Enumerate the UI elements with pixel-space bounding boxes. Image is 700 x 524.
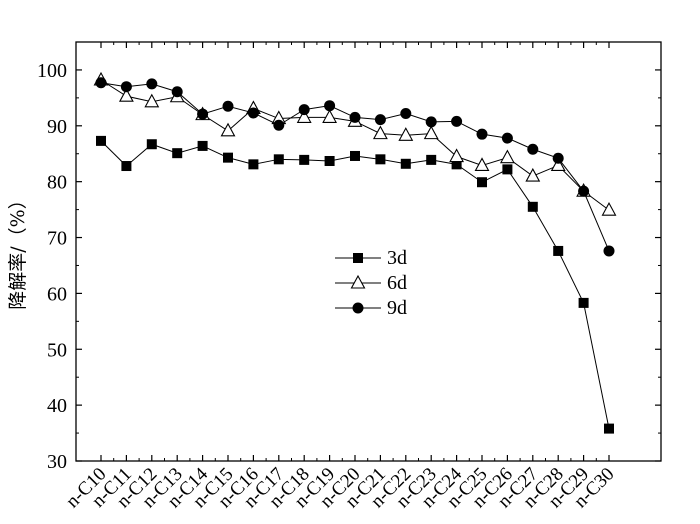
y-tick-label: 40 (47, 395, 67, 417)
legend: 3d 6d 9d (335, 247, 407, 319)
data-point (273, 154, 284, 165)
data-point (172, 148, 183, 159)
data-point (247, 107, 259, 119)
data-point (144, 93, 160, 108)
data-point (298, 104, 310, 116)
legend-item: 9d (335, 297, 407, 319)
data-point (525, 167, 541, 182)
data-point (375, 154, 386, 165)
data-point (451, 115, 463, 127)
data-point (474, 157, 490, 172)
data-point (248, 159, 259, 170)
legend-marker (353, 253, 363, 263)
data-point (501, 132, 513, 144)
y-tick-label: 100 (37, 60, 67, 82)
data-point (220, 122, 236, 137)
data-point (120, 81, 132, 93)
data-point (499, 149, 515, 164)
data-point (322, 109, 338, 123)
data-point (477, 177, 487, 188)
data-point (197, 108, 209, 120)
y-tick-label: 30 (47, 451, 67, 473)
legend-item: 3d (335, 247, 407, 269)
data-point (223, 152, 233, 163)
legend-label: 9d (387, 297, 407, 319)
data-point (425, 116, 437, 128)
data-point (451, 159, 462, 170)
data-point (553, 245, 564, 256)
y-tick-label: 90 (47, 116, 67, 138)
data-point (96, 135, 106, 146)
legend-marker (352, 302, 364, 314)
data-point (372, 125, 388, 140)
legend-label: 3d (387, 247, 407, 269)
data-point (324, 100, 336, 112)
axes: 30405060708090100n-C10n-C11n-C12n-C13n-C… (37, 41, 662, 512)
data-point (121, 161, 132, 172)
data-point (552, 152, 564, 164)
data-point (423, 125, 439, 140)
series-line (100, 82, 610, 252)
data-point (400, 108, 412, 120)
data-point (273, 119, 285, 131)
y-tick-label: 60 (47, 283, 67, 305)
data-point (578, 297, 589, 308)
data-point (349, 111, 361, 123)
data-point (476, 128, 488, 140)
data-point (604, 423, 614, 434)
data-point (502, 164, 513, 175)
data-point (146, 139, 157, 150)
data-point (222, 100, 234, 112)
y-tick-label: 50 (47, 339, 67, 361)
y-tick-label: 80 (47, 172, 67, 194)
series-9d (95, 77, 615, 257)
data-point (550, 157, 566, 172)
data-point (426, 154, 437, 165)
data-point (601, 202, 617, 216)
data-point (118, 88, 134, 102)
legend-label: 6d (387, 272, 407, 294)
plot-frame (75, 41, 662, 462)
data-point (171, 86, 183, 98)
data-point (197, 140, 208, 151)
data-point (95, 77, 107, 89)
data-point (527, 201, 538, 212)
data-point (398, 127, 414, 141)
series-3d (96, 135, 614, 434)
data-point (299, 154, 310, 165)
legend-item: 6d (335, 272, 407, 294)
data-point (296, 109, 312, 123)
data-point (350, 150, 360, 161)
series-layer (93, 71, 617, 434)
data-point (400, 158, 411, 169)
data-point (449, 148, 465, 163)
data-point (578, 185, 590, 197)
y-axis-label: 降解率/（%） (7, 190, 29, 309)
data-point (324, 155, 335, 166)
y-tick-label: 70 (47, 228, 67, 250)
data-point (603, 245, 615, 257)
legend-marker (350, 274, 366, 289)
data-point (146, 78, 158, 90)
data-point (527, 143, 539, 155)
data-point (374, 114, 386, 126)
